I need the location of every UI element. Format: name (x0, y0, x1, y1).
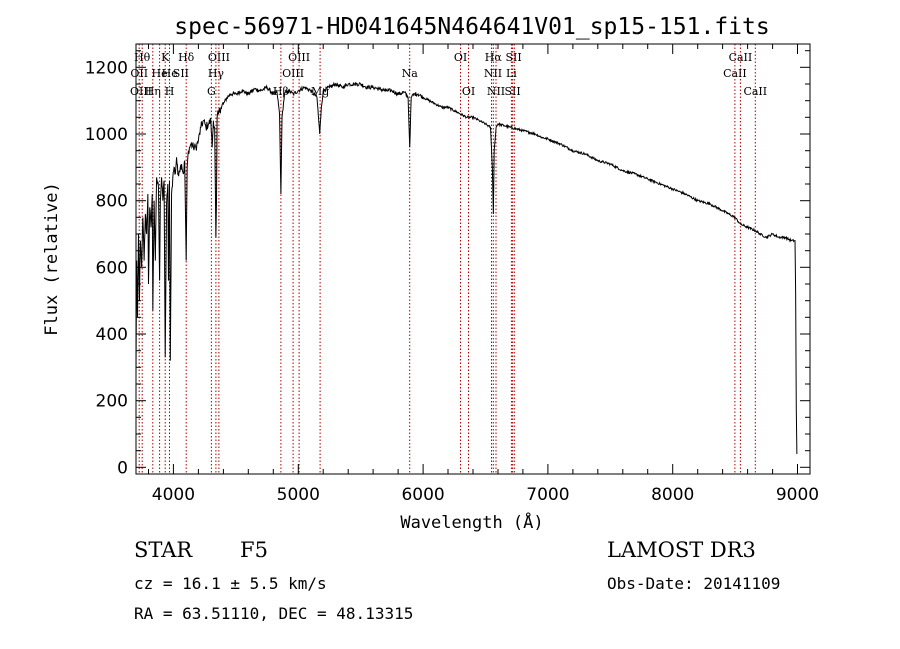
y-tick-label-1200: 1200 (85, 58, 128, 78)
line-label-4: OIII (288, 51, 310, 64)
obs-date: Obs-Date: 20141109 (607, 574, 781, 593)
line-label-8: CaII (729, 51, 753, 64)
line-label-3: OIII (208, 51, 230, 64)
survey-name: LAMOST DR3 (607, 538, 756, 562)
line-label-2: Hδ (178, 51, 195, 64)
line-label-17: Li (506, 67, 517, 80)
line-label-13: Hγ (208, 67, 225, 80)
x-tick-label-4000: 4000 (152, 485, 195, 505)
y-tick-label-200: 200 (96, 392, 128, 412)
line-label-25: OI (462, 85, 475, 98)
y-tick-label-0: 0 (117, 458, 128, 478)
y-tick-label-1000: 1000 (85, 125, 128, 145)
y-tick-label-600: 600 (96, 258, 128, 278)
line-label-1: K (161, 51, 170, 64)
line-label-0: Hθ (134, 51, 151, 64)
object-class: STAR (134, 538, 193, 562)
x-axis-ticks: 4000 5000 6000 7000 8000 9000 (148, 44, 819, 505)
line-label-12: SII (173, 67, 189, 80)
line-label-7: SII (505, 51, 521, 64)
line-label-22: G (207, 85, 216, 98)
line-label-14: OIII (282, 67, 304, 80)
y-axis-ticks: 0 200 400 600 800 1000 1200 (85, 50, 810, 478)
y-tick-label-800: 800 (96, 192, 128, 212)
line-label-21: H (165, 85, 175, 98)
line-label-16: NII (484, 67, 502, 80)
line-label-11: He (162, 67, 178, 80)
line-label-15: Na (402, 67, 419, 80)
chart-title: spec-56971-HD041645N464641V01_sp15-151.f… (174, 14, 769, 40)
redshift-value: cz = 16.1 ± 5.5 km/s (134, 574, 327, 593)
coordinates: RA = 63.51110, DEC = 48.13315 (134, 604, 414, 623)
y-tick-label-400: 400 (96, 325, 128, 345)
y-axis-label: Flux (relative) (42, 182, 62, 336)
line-label-26: NII (487, 85, 505, 98)
x-axis-label: Wavelength (Å) (400, 511, 543, 533)
object-subclass: F5 (240, 538, 268, 562)
line-label-19: OIII (130, 85, 152, 98)
x-tick-label-8000: 8000 (651, 485, 694, 505)
line-label-9: OII (130, 67, 148, 80)
x-tick-label-7000: 7000 (526, 485, 569, 505)
line-label-5: OI (454, 51, 467, 64)
spectrum-series (135, 81, 798, 455)
line-label-6: Hα (485, 51, 503, 64)
line-label-18: CaII (723, 67, 747, 80)
line-label-20: Hη (145, 85, 161, 98)
line-label-28: CaII (743, 85, 767, 98)
x-tick-label-6000: 6000 (401, 485, 444, 505)
x-tick-label-9000: 9000 (776, 485, 819, 505)
plot-frame (135, 43, 811, 475)
line-label-27: SII (504, 85, 520, 98)
x-tick-label-5000: 5000 (277, 485, 320, 505)
line-label-10: He (152, 67, 168, 80)
